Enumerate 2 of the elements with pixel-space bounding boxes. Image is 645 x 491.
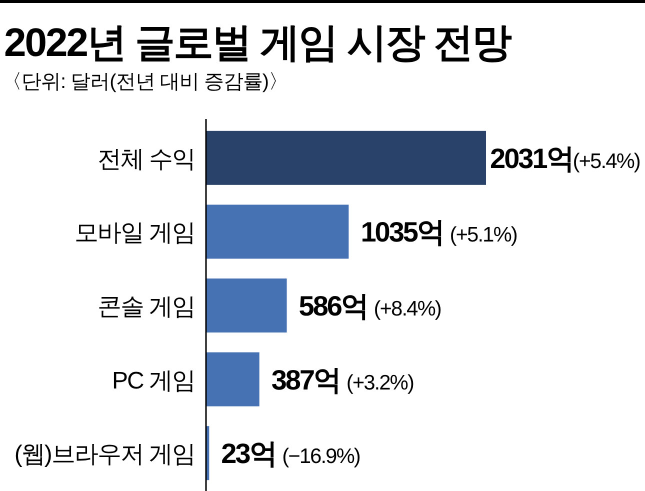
subtitle: 〈단위: 달러(전년 대비 증감률)〉 [2,71,288,93]
title: 2022년 글로벌 게임 시장 전망 [4,21,510,65]
